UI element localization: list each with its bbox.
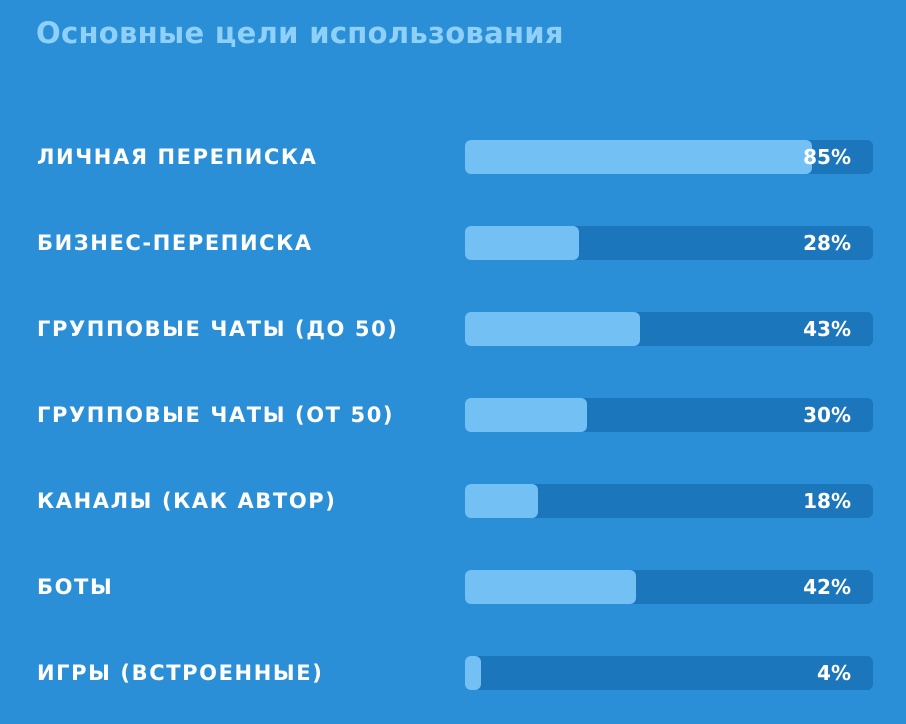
- chart-title: Основные цели использования: [36, 16, 564, 50]
- bar-track: 85%: [465, 140, 873, 174]
- category-label: БОТЫ: [37, 575, 114, 599]
- bar: [465, 398, 588, 432]
- bar-track: 43%: [465, 312, 873, 346]
- category-label: ГРУППОВЫЕ ЧАТЫ (ДО 50): [37, 317, 399, 341]
- data-label: 85%: [803, 145, 851, 169]
- category-label: ЛИЧНАЯ ПЕРЕПИСКА: [37, 145, 318, 169]
- category-label: КАНАЛЫ (КАК АВТОР): [37, 489, 337, 513]
- bar-row: ГРУППОВЫЕ ЧАТЫ (ОТ 50) 30%: [0, 397, 906, 433]
- bar-track: 18%: [465, 484, 873, 518]
- bar: [465, 226, 580, 260]
- category-label: ИГРЫ (ВСТРОЕННЫЕ): [37, 661, 324, 685]
- bar: [465, 140, 812, 174]
- bar-track: 30%: [465, 398, 873, 432]
- data-label: 30%: [803, 403, 851, 427]
- bar-track: 28%: [465, 226, 873, 260]
- bar-row: КАНАЛЫ (КАК АВТОР) 18%: [0, 483, 906, 519]
- bar: [465, 312, 641, 346]
- bar-row: БОТЫ 42%: [0, 569, 906, 605]
- bar-track: 42%: [465, 570, 873, 604]
- category-label: БИЗНЕС-ПЕРЕПИСКА: [37, 231, 313, 255]
- data-label: 4%: [817, 661, 851, 685]
- data-label: 42%: [803, 575, 851, 599]
- bar-row: ИГРЫ (ВСТРОЕННЫЕ) 4%: [0, 655, 906, 691]
- bar-row: БИЗНЕС-ПЕРЕПИСКА 28%: [0, 225, 906, 261]
- bar-row: ГРУППОВЫЕ ЧАТЫ (ДО 50) 43%: [0, 311, 906, 347]
- bar: [465, 656, 482, 690]
- category-label: ГРУППОВЫЕ ЧАТЫ (ОТ 50): [37, 403, 395, 427]
- data-label: 43%: [803, 317, 851, 341]
- bar: [465, 570, 637, 604]
- bar-row: ЛИЧНАЯ ПЕРЕПИСКА 85%: [0, 139, 906, 175]
- data-label: 28%: [803, 231, 851, 255]
- bar: [465, 484, 539, 518]
- data-label: 18%: [803, 489, 851, 513]
- bar-track: 4%: [465, 656, 873, 690]
